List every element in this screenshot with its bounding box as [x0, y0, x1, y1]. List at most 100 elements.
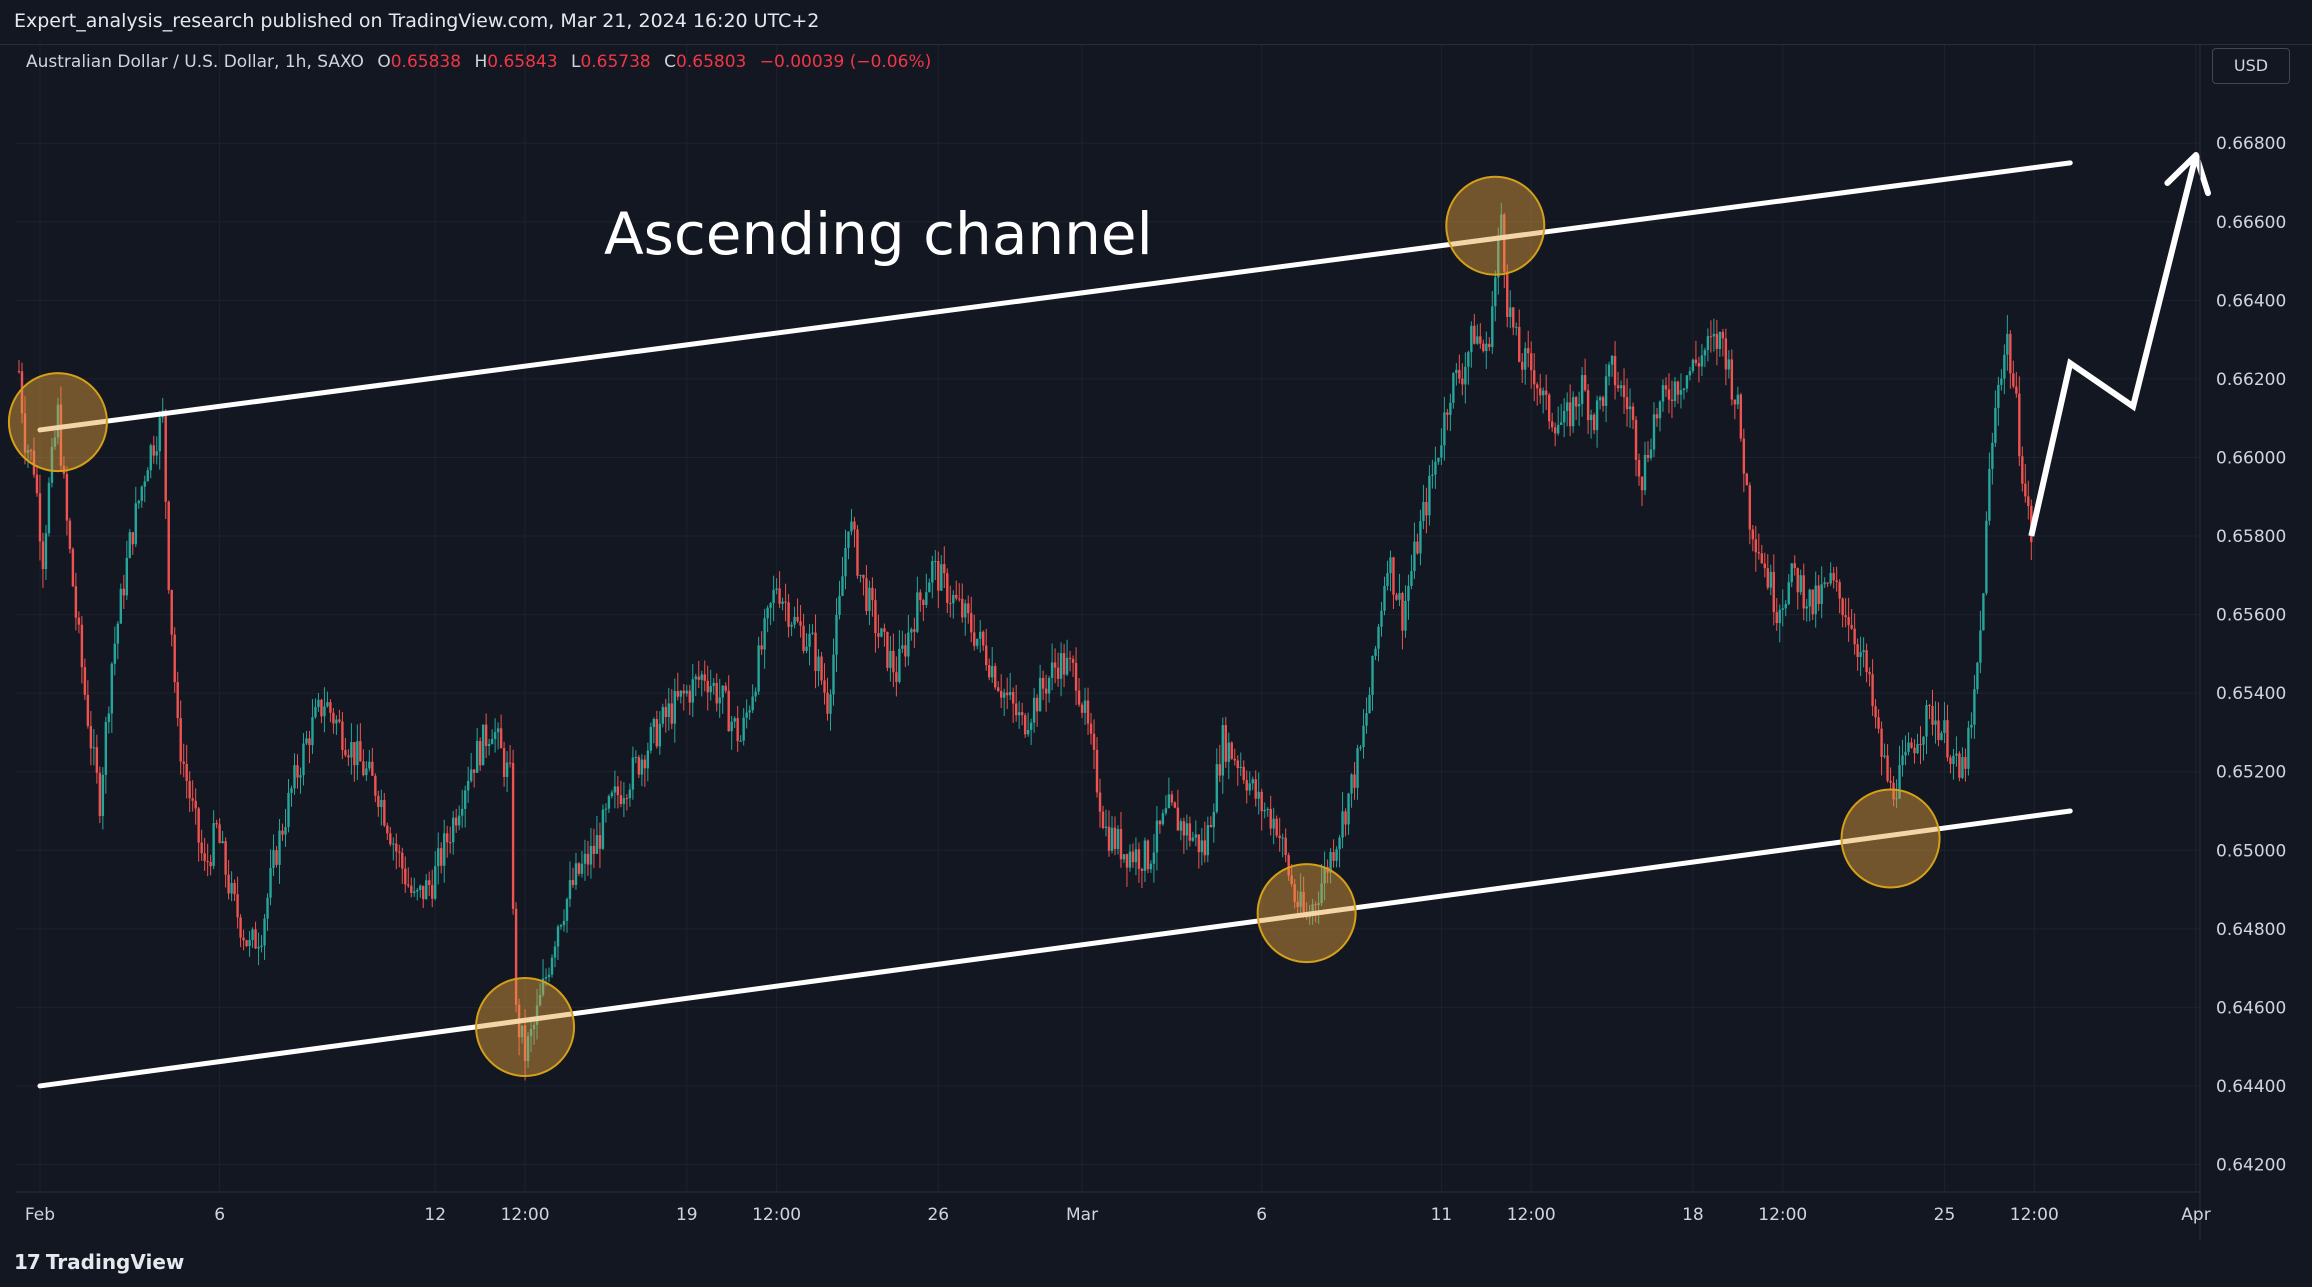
candle-body — [287, 792, 290, 827]
candle-body — [703, 674, 706, 681]
candle-body — [1269, 808, 1272, 829]
candle-body — [1290, 875, 1293, 885]
candle-body — [685, 690, 688, 694]
candle-body — [1464, 366, 1467, 385]
candle-body — [1916, 743, 1919, 754]
candle-body — [401, 852, 404, 869]
candle-body — [1616, 385, 1620, 389]
candle-body — [266, 897, 269, 919]
candle-body — [1215, 764, 1218, 812]
candle-body — [209, 862, 212, 867]
candle-body — [574, 863, 578, 885]
candle-body — [895, 672, 898, 682]
candle-body — [907, 632, 910, 657]
candle-body — [976, 638, 979, 646]
candle-body — [487, 743, 491, 747]
candle-body — [805, 646, 808, 651]
candle-body — [700, 674, 703, 680]
candle-body — [670, 703, 673, 724]
candle-body — [1550, 421, 1554, 428]
candle-body — [1892, 782, 1895, 800]
candle-body — [1832, 572, 1835, 581]
currency-button[interactable]: USD — [2212, 48, 2290, 84]
candle-body — [1769, 571, 1772, 588]
candle-body — [1604, 376, 1608, 406]
projection-path — [2028, 154, 2199, 537]
candle-body — [934, 561, 937, 563]
touch-point-marker — [7, 372, 108, 473]
candle-body — [434, 866, 437, 899]
candle-body — [1233, 758, 1236, 761]
candle-body — [365, 768, 368, 776]
candle-body — [1338, 837, 1341, 850]
candle-body — [1275, 818, 1278, 836]
candle-body — [1173, 802, 1177, 808]
candle-body — [431, 885, 434, 899]
candle-body — [422, 885, 425, 900]
candle-body — [1691, 359, 1695, 372]
candle-body — [1536, 384, 1539, 389]
candle-body — [1188, 823, 1192, 841]
price-tick-label: 0.65000 — [2216, 841, 2286, 861]
candle-body — [1877, 717, 1880, 729]
low-label: L — [570, 52, 581, 72]
tradingview-brand[interactable]: 17 TradingView — [14, 1250, 184, 1274]
candle-body — [667, 703, 671, 718]
time-axis[interactable]: Feb 6 12 12:00 19 12:00 26 Mar 6 11 12:00 18 12:00 25… — [16, 1191, 2211, 1225]
candle-body — [1976, 662, 1979, 690]
candle-body — [1634, 419, 1638, 461]
candle-body — [1296, 901, 1299, 908]
ohlc-legend: Australian Dollar / U.S. Dollar, 1h, SAX… — [26, 52, 931, 72]
candle-body — [619, 795, 623, 804]
candle-body — [1823, 582, 1826, 585]
candle-body — [1994, 407, 1997, 443]
candle-body — [1101, 811, 1105, 829]
high-label: H — [474, 52, 488, 72]
price-tick-label: 0.65200 — [2216, 763, 2286, 783]
candle-body — [389, 833, 392, 845]
candle-body — [1985, 520, 1988, 594]
candle-body — [1592, 414, 1596, 431]
time-tick-label: 12:00 — [752, 1205, 801, 1225]
candle-body — [2024, 483, 2027, 497]
channel-lines — [37, 160, 2073, 1089]
price-tick-label: 0.66200 — [2216, 370, 2286, 390]
candle-body — [718, 697, 721, 704]
candle-body — [1146, 840, 1150, 870]
candle-body — [1778, 609, 1781, 624]
candle-body — [1676, 381, 1680, 395]
candle-body — [1011, 691, 1015, 704]
candle-body — [386, 825, 389, 834]
candle-body — [1886, 755, 1889, 781]
candle-body — [278, 830, 281, 865]
candle-body — [604, 808, 608, 810]
candle-body — [520, 1025, 524, 1038]
candle-body — [886, 631, 889, 668]
candle-body — [1425, 502, 1428, 516]
candle-body — [1119, 829, 1123, 860]
candle-body — [1380, 610, 1383, 627]
price-axis[interactable]: 0.66800 0.66600 0.66400 0.66200 0.66000 0.658… — [2199, 44, 2286, 1240]
candle-body — [730, 721, 733, 732]
candle-body — [1044, 688, 1048, 694]
candle-body — [1014, 703, 1018, 716]
candle-body — [1245, 780, 1248, 791]
candle-body — [1281, 837, 1284, 839]
candle-body — [769, 603, 772, 608]
candle-body — [413, 891, 416, 893]
candle-body — [694, 676, 697, 680]
candle-body — [1631, 406, 1635, 420]
candle-body — [742, 717, 745, 741]
candle-body — [1068, 657, 1072, 659]
candle-body — [979, 631, 982, 639]
candle-body — [1104, 826, 1108, 829]
candle-body — [748, 710, 751, 713]
candle-body — [1326, 866, 1329, 873]
candle-body — [260, 945, 263, 947]
candle-body — [1023, 715, 1027, 735]
candle-body — [1032, 697, 1036, 723]
symbol-label[interactable]: Australian Dollar / U.S. Dollar, 1h, SAX… — [26, 52, 364, 72]
candle-body — [233, 882, 236, 895]
candle-body — [811, 632, 814, 634]
